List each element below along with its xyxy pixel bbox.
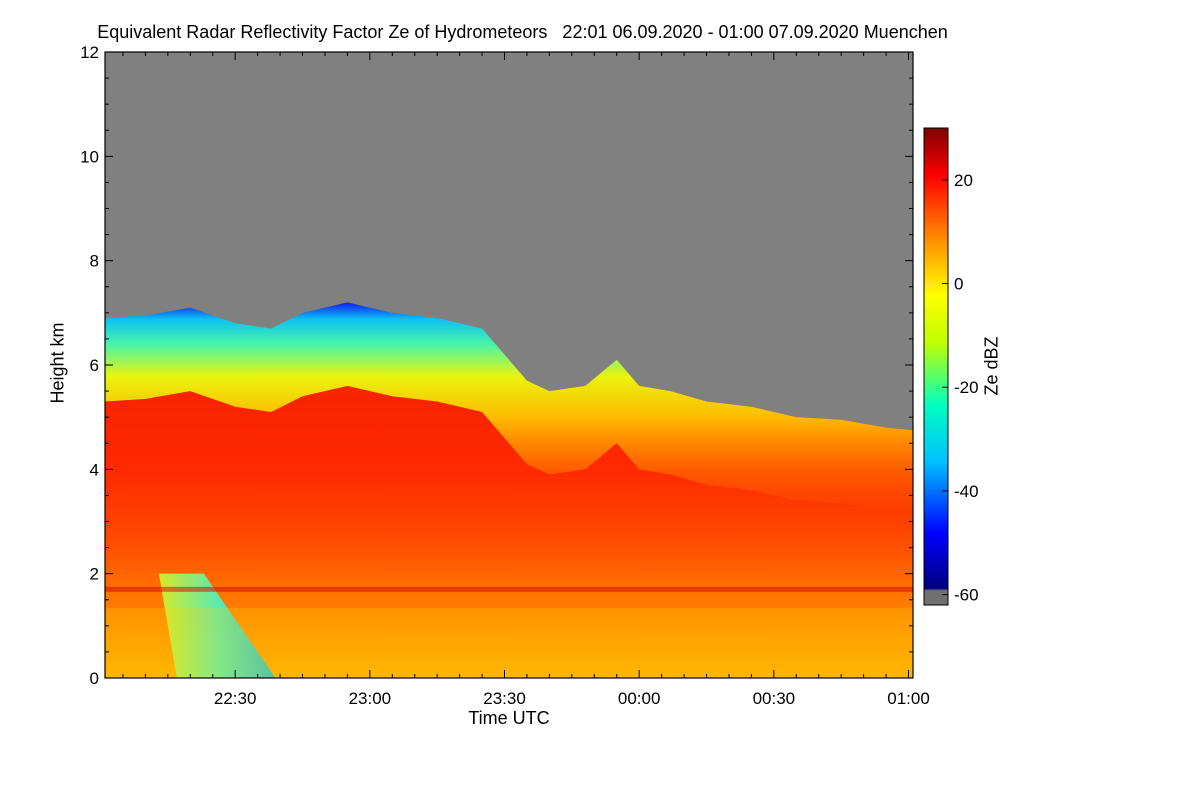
y-tick-label: 0 bbox=[90, 669, 99, 688]
x-tick-label: 23:30 bbox=[483, 689, 526, 708]
x-tick-label: 22:30 bbox=[214, 689, 257, 708]
y-tick-label: 4 bbox=[90, 460, 99, 479]
colorbar-tick-label: 20 bbox=[954, 171, 973, 190]
x-tick-label: 00:30 bbox=[753, 689, 796, 708]
x-tick-label: 00:00 bbox=[618, 689, 661, 708]
x-axis-ticks: 22:30 23:00 23:30 00:00 00:30 01:00 bbox=[122, 52, 930, 708]
y-tick-label: 8 bbox=[90, 252, 99, 271]
colorbar-tick-label: -60 bbox=[954, 586, 979, 605]
colorbar-tick-label: 0 bbox=[954, 275, 963, 294]
x-axis-label: Time UTC bbox=[468, 708, 550, 728]
y-tick-label: 12 bbox=[80, 43, 99, 62]
low-level-gradient bbox=[105, 608, 913, 678]
chart-title: Equivalent Radar Reflectivity Factor Ze … bbox=[97, 22, 948, 42]
low-reflectivity-fallstreak bbox=[158, 573, 276, 678]
y-tick-label: 6 bbox=[90, 356, 99, 375]
y-axis-ticks: 0 2 4 6 8 10 12 bbox=[80, 43, 913, 688]
x-tick-label: 23:00 bbox=[349, 689, 392, 708]
colorbar bbox=[923, 127, 949, 606]
echo-region bbox=[105, 302, 913, 678]
colorbar-tick-label: -20 bbox=[954, 378, 979, 397]
echo-top-band bbox=[105, 302, 913, 514]
x-tick-label: 01:00 bbox=[887, 689, 930, 708]
colorbar-tick-label: -40 bbox=[954, 482, 979, 501]
y-tick-label: 10 bbox=[80, 147, 99, 166]
colorbar-ticks: 20 0 -20 -40 -60 bbox=[942, 171, 979, 605]
melting-layer-band bbox=[105, 586, 913, 592]
y-tick-label: 2 bbox=[90, 565, 99, 584]
